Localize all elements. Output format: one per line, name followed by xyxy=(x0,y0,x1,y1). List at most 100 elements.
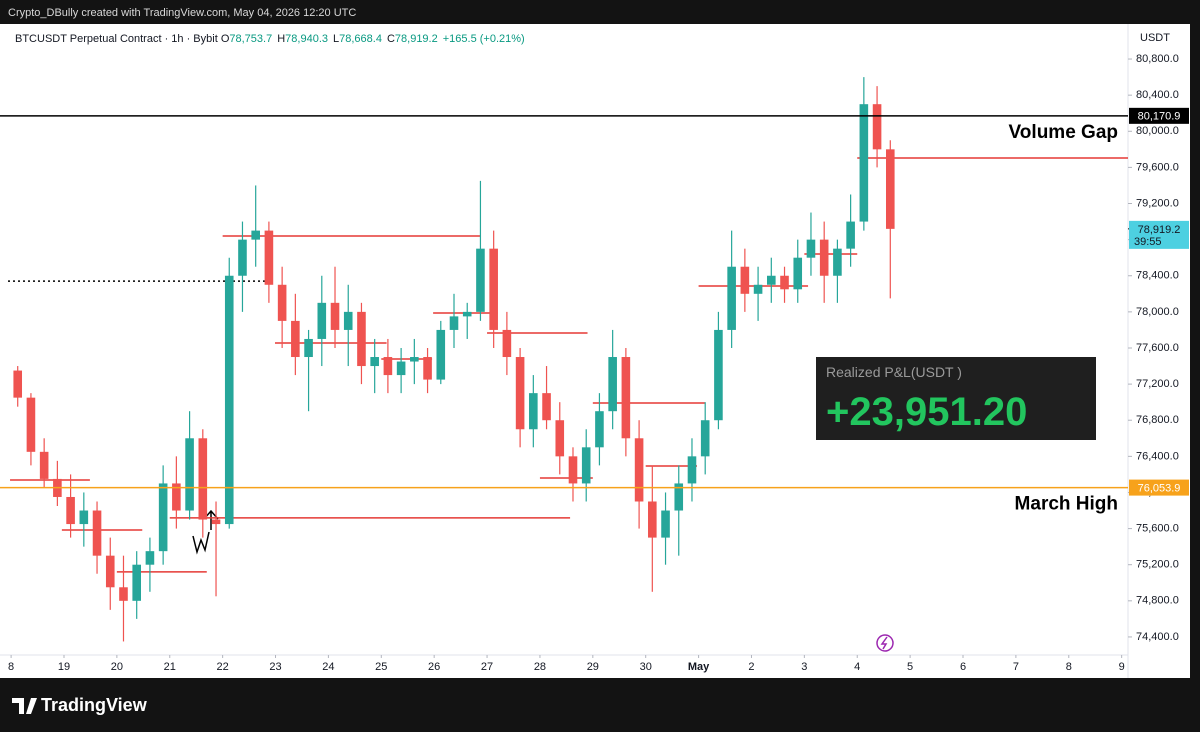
plot-area xyxy=(8,77,1128,642)
ohlc-key: C xyxy=(386,33,395,45)
ohlc-key: L xyxy=(333,33,340,45)
candle-body xyxy=(172,483,181,511)
candle-body xyxy=(343,311,353,330)
price-label: 76,053.9 xyxy=(1138,483,1181,495)
x-tick-label: 6 xyxy=(960,661,966,673)
candle-body xyxy=(753,284,763,294)
candle-body xyxy=(66,496,75,525)
candle-body xyxy=(304,338,313,358)
brand-logo xyxy=(12,698,37,714)
y-tick-label: 75,600.0 xyxy=(1136,522,1179,534)
candle-body xyxy=(780,275,789,290)
candle-body xyxy=(119,587,128,601)
y-tick-label: 74,400.0 xyxy=(1136,631,1179,643)
candle-body xyxy=(145,551,155,565)
x-tick-label: 28 xyxy=(534,661,546,673)
candle-body xyxy=(819,239,829,276)
attribution: Crypto_DBully created with TradingView.c… xyxy=(8,7,356,19)
candle-body xyxy=(634,438,644,502)
y-tick-label: 77,600.0 xyxy=(1136,342,1179,354)
symbol: BTCUSDT Perpetual Contract · 1h · Bybit xyxy=(15,33,218,45)
candle-body xyxy=(885,149,895,229)
candle-body xyxy=(383,357,393,376)
candle-body xyxy=(436,329,446,380)
symbol-header: BTCUSDT Perpetual Contract · 1h · Bybit … xyxy=(15,33,530,45)
pnl-value: +23,951.20 xyxy=(826,390,1028,434)
candle-body xyxy=(859,104,869,222)
candle-body xyxy=(502,329,512,358)
x-tick-label: 2 xyxy=(748,661,754,673)
candle-body xyxy=(767,275,776,285)
candle-body xyxy=(806,239,816,258)
alert-bolt xyxy=(880,636,888,650)
x-tick-label: 29 xyxy=(587,661,599,673)
y-tick-label: 79,600.0 xyxy=(1136,161,1179,173)
ohlc-value: 78,919.2 xyxy=(394,33,438,45)
x-tick-label: 30 xyxy=(640,661,652,673)
w-scribble xyxy=(192,531,210,555)
candle-body xyxy=(476,248,485,312)
price-label-box xyxy=(1129,479,1189,496)
x-tick-label: 27 xyxy=(481,661,493,673)
candle-body xyxy=(568,456,578,484)
candle-body xyxy=(846,221,855,249)
candle-body xyxy=(700,420,710,457)
candle-body xyxy=(515,357,525,430)
candle-body xyxy=(581,447,591,484)
candle-body xyxy=(277,284,287,321)
candle-body xyxy=(687,456,697,484)
x-tick-label: 25 xyxy=(375,661,387,673)
y-tick-label: 75,200.0 xyxy=(1136,559,1179,571)
y-tick-label: 76,400.0 xyxy=(1136,450,1179,462)
x-tick-label: 4 xyxy=(854,661,860,673)
candle-body xyxy=(13,370,23,398)
candle-body xyxy=(264,230,274,285)
price-label: 80,170.9 xyxy=(1138,111,1181,123)
x-tick-label: 8 xyxy=(8,661,14,673)
candle-body xyxy=(648,501,657,538)
pnl-box: Realized P&L(USDT ) +23,951.20 xyxy=(816,357,1096,440)
ohlc-value: 78,668.4 xyxy=(339,33,382,45)
candle-body xyxy=(198,438,208,520)
ohlc-value: 78,753.7 xyxy=(229,33,273,45)
candle-body xyxy=(555,420,565,457)
line-annotation: March High xyxy=(1015,494,1118,515)
alert-circle xyxy=(876,634,894,652)
candle-body xyxy=(714,329,723,421)
candle-body xyxy=(396,361,406,376)
candle-body xyxy=(317,302,327,339)
candle-body xyxy=(542,393,551,421)
x-tick-label: 21 xyxy=(164,661,176,673)
candle-body xyxy=(291,320,300,358)
x-tick-label: 7 xyxy=(1013,661,1019,673)
brand-name: TradingView xyxy=(41,695,148,715)
candle-body xyxy=(410,357,419,362)
x-tick-label: 19 xyxy=(58,661,70,673)
candle-body xyxy=(740,266,750,294)
candle-body xyxy=(132,564,141,601)
candle-body xyxy=(872,104,882,150)
pnl-label: Realized P&L(USDT ) xyxy=(826,364,962,380)
candle-body xyxy=(370,357,379,367)
ohlc-key: H xyxy=(277,33,286,45)
alert-icon xyxy=(876,634,894,652)
candle-body xyxy=(449,316,459,330)
y-tick-label: 80,800.0 xyxy=(1136,53,1179,65)
candle-body xyxy=(661,510,670,538)
candle-body xyxy=(423,357,432,380)
candle-body xyxy=(462,311,472,317)
y-unit: USDT xyxy=(1140,32,1170,44)
candle-body xyxy=(251,230,260,240)
candle-body xyxy=(833,248,842,276)
y-tick-label: 78,000.0 xyxy=(1136,306,1179,318)
x-tick-label: 5 xyxy=(907,661,913,673)
last-price-box xyxy=(1129,220,1189,249)
line-annotation: Volume Gap xyxy=(1009,122,1118,143)
candle-body xyxy=(238,239,247,276)
ohlc-key: O xyxy=(220,33,230,45)
y-tick-label: 77,200.0 xyxy=(1136,378,1179,390)
last-price-label: 78,919.2 xyxy=(1138,224,1181,236)
price-change: +165.5 (+0.21%) xyxy=(442,33,525,45)
candle-body xyxy=(727,266,736,330)
